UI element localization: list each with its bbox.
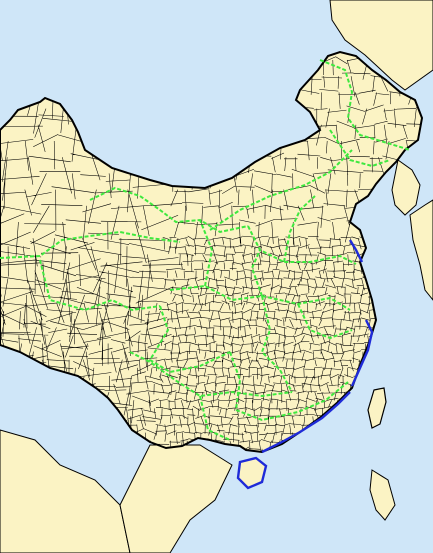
province-border-southeast bbox=[229, 351, 349, 422]
province-border-central-2 bbox=[260, 295, 293, 393]
china-landmass bbox=[0, 50, 424, 454]
province-border-vertical-2 bbox=[283, 195, 316, 263]
province-border-vertical-1 bbox=[199, 219, 214, 287]
coast-highlight-shandong bbox=[348, 239, 364, 263]
indochina-land bbox=[119, 444, 233, 553]
korean-peninsula bbox=[391, 159, 421, 216]
province-border-vertical-3 bbox=[250, 249, 263, 297]
province-border-northeast-2 bbox=[329, 129, 391, 168]
taiwan-island bbox=[367, 387, 387, 429]
province-border-xizang-sichuan bbox=[39, 259, 161, 312]
coast-highlight-hainan bbox=[236, 456, 268, 490]
province-border-north-china bbox=[247, 225, 357, 265]
province-border-south bbox=[199, 395, 231, 441]
southeast-land-bottom bbox=[0, 429, 131, 553]
japan-landmass bbox=[409, 199, 433, 301]
province-border-sichuan-chongqing bbox=[148, 305, 231, 374]
province-border-east bbox=[297, 303, 353, 340]
philippines-landmass bbox=[369, 469, 396, 521]
province-border-northeast-1 bbox=[319, 59, 411, 151]
coastal-highlights bbox=[236, 239, 374, 490]
province-border-southwest bbox=[129, 351, 293, 398]
province-border-xinjiang-xizang bbox=[0, 230, 181, 259]
province-border-central bbox=[169, 284, 351, 311]
province-border-inner-mongolia bbox=[209, 149, 353, 231]
neighbor-land bbox=[329, 0, 433, 91]
province-borders bbox=[0, 59, 411, 441]
province-border-gansu-qinghai bbox=[89, 186, 249, 234]
coast-highlight-east bbox=[350, 319, 374, 387]
coast-highlight-southeast bbox=[261, 391, 351, 454]
